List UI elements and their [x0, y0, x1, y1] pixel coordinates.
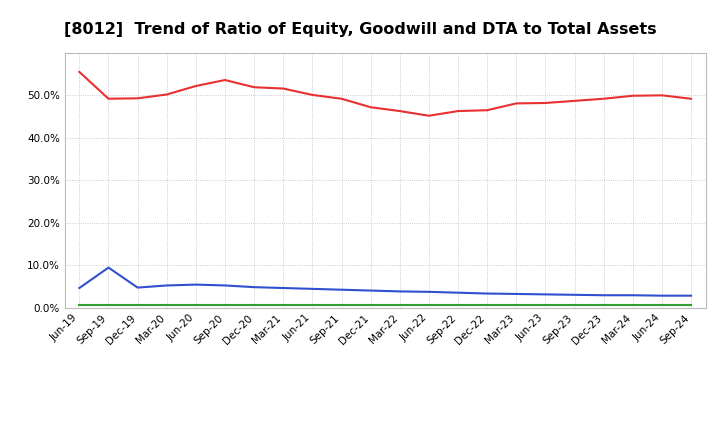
Goodwill [395, 289, 404, 294]
Deferred Tax Assets [192, 302, 200, 308]
Equity [629, 93, 637, 99]
Equity [220, 77, 229, 83]
Goodwill [425, 289, 433, 294]
Equity [657, 93, 666, 98]
Goodwill [133, 285, 142, 290]
Deferred Tax Assets [308, 302, 317, 308]
Equity [366, 105, 375, 110]
Goodwill [192, 282, 200, 287]
Goodwill [687, 293, 696, 298]
Equity [599, 96, 608, 101]
Equity [308, 92, 317, 98]
Goodwill [629, 293, 637, 298]
Equity [192, 83, 200, 88]
Deferred Tax Assets [220, 302, 229, 308]
Goodwill [220, 283, 229, 288]
Goodwill [308, 286, 317, 291]
Equity [104, 96, 113, 101]
Goodwill [75, 286, 84, 291]
Equity [687, 96, 696, 101]
Goodwill [541, 292, 550, 297]
Goodwill [163, 283, 171, 288]
Equity [512, 101, 521, 106]
Deferred Tax Assets [483, 302, 492, 308]
Deferred Tax Assets [454, 302, 462, 308]
Deferred Tax Assets [512, 302, 521, 308]
Equity [454, 108, 462, 114]
Deferred Tax Assets [657, 302, 666, 308]
Deferred Tax Assets [366, 302, 375, 308]
Goodwill [657, 293, 666, 298]
Deferred Tax Assets [599, 302, 608, 308]
Deferred Tax Assets [75, 302, 84, 308]
Deferred Tax Assets [337, 302, 346, 308]
Deferred Tax Assets [133, 302, 142, 308]
Line: Goodwill: Goodwill [79, 268, 691, 296]
Goodwill [570, 292, 579, 297]
Equity [75, 69, 84, 74]
Equity [250, 84, 258, 90]
Goodwill [337, 287, 346, 292]
Deferred Tax Assets [687, 302, 696, 308]
Deferred Tax Assets [250, 302, 258, 308]
Equity [483, 107, 492, 113]
Line: Equity: Equity [79, 72, 691, 116]
Equity [425, 113, 433, 118]
Equity [279, 86, 287, 91]
Deferred Tax Assets [570, 302, 579, 308]
Equity [395, 108, 404, 114]
Goodwill [599, 293, 608, 298]
Deferred Tax Assets [104, 302, 113, 308]
Goodwill [483, 291, 492, 296]
Goodwill [512, 291, 521, 297]
Equity [337, 96, 346, 101]
Deferred Tax Assets [279, 302, 287, 308]
Deferred Tax Assets [629, 302, 637, 308]
Goodwill [366, 288, 375, 293]
Goodwill [454, 290, 462, 295]
Goodwill [279, 286, 287, 291]
Deferred Tax Assets [425, 302, 433, 308]
Equity [133, 95, 142, 101]
Deferred Tax Assets [541, 302, 550, 308]
Deferred Tax Assets [163, 302, 171, 308]
Equity [570, 98, 579, 103]
Deferred Tax Assets [395, 302, 404, 308]
Goodwill [250, 285, 258, 290]
Equity [541, 100, 550, 106]
Goodwill [104, 265, 113, 270]
Text: [8012]  Trend of Ratio of Equity, Goodwill and DTA to Total Assets: [8012] Trend of Ratio of Equity, Goodwil… [63, 22, 657, 37]
Equity [163, 92, 171, 97]
